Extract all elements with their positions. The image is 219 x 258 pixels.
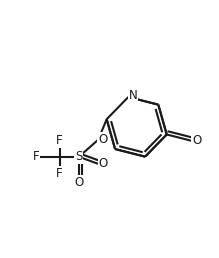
Text: O: O xyxy=(74,176,83,189)
Text: F: F xyxy=(56,167,63,180)
Text: F: F xyxy=(32,150,39,163)
Text: S: S xyxy=(75,150,83,163)
Text: O: O xyxy=(98,133,108,146)
Text: O: O xyxy=(192,134,201,147)
Text: O: O xyxy=(99,157,108,170)
Text: F: F xyxy=(56,134,63,147)
Text: N: N xyxy=(129,89,137,102)
